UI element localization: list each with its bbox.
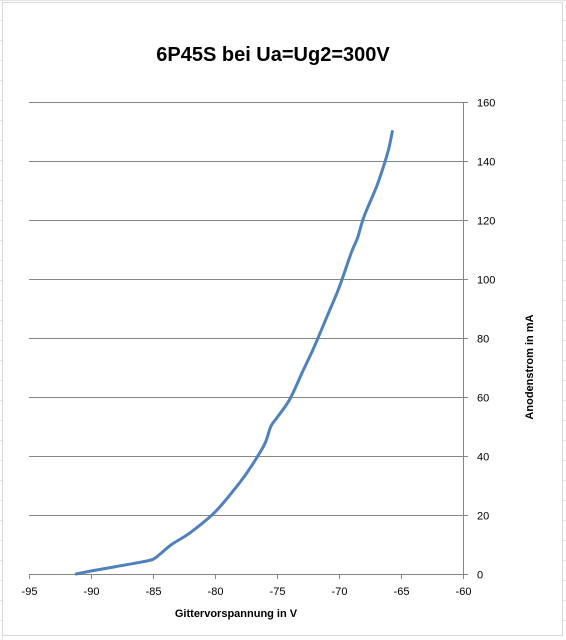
x-tick-label: -75 [270, 586, 286, 598]
y-tick-label: 160 [477, 98, 495, 110]
y-tick-label: 60 [477, 393, 489, 405]
series-line-0 [74, 130, 394, 576]
y-tick-label: 20 [477, 511, 489, 523]
y-tick-label: 120 [477, 216, 495, 228]
chart-title: 6P45S bei Ua=Ug2=300V [156, 44, 390, 66]
y-tick-label: 80 [477, 334, 489, 346]
x-tick-label: -65 [394, 586, 410, 598]
x-axis-label: Gittervorspannung in V [175, 608, 298, 620]
y-tick-label: 100 [477, 275, 495, 287]
x-tick-label: -95 [22, 586, 38, 598]
y-axis-label: Anodenstrom in mA [524, 314, 536, 419]
y-tick-label: 40 [477, 452, 489, 464]
x-tick-labels: -95 -90 -85 -80 -75 -70 -65 -60 [22, 586, 472, 598]
x-tick-label: -60 [456, 586, 472, 598]
x-tick-label: -85 [146, 586, 162, 598]
axes [29, 102, 464, 579]
x-tick-label: -80 [208, 586, 224, 598]
y-tick-labels: 0 20 40 60 80 100 120 140 160 [477, 98, 495, 582]
gridlines [29, 102, 468, 575]
y-tick-label: 0 [477, 570, 483, 582]
series-group [74, 130, 394, 576]
x-tick-label: -90 [84, 586, 100, 598]
y-tick-label: 140 [477, 157, 495, 169]
x-tick-label: -70 [332, 586, 348, 598]
chart-plot: 6P45S bei Ua=Ug2=300V -95 -90 -85 -80 -75 -70… [22, 44, 536, 620]
